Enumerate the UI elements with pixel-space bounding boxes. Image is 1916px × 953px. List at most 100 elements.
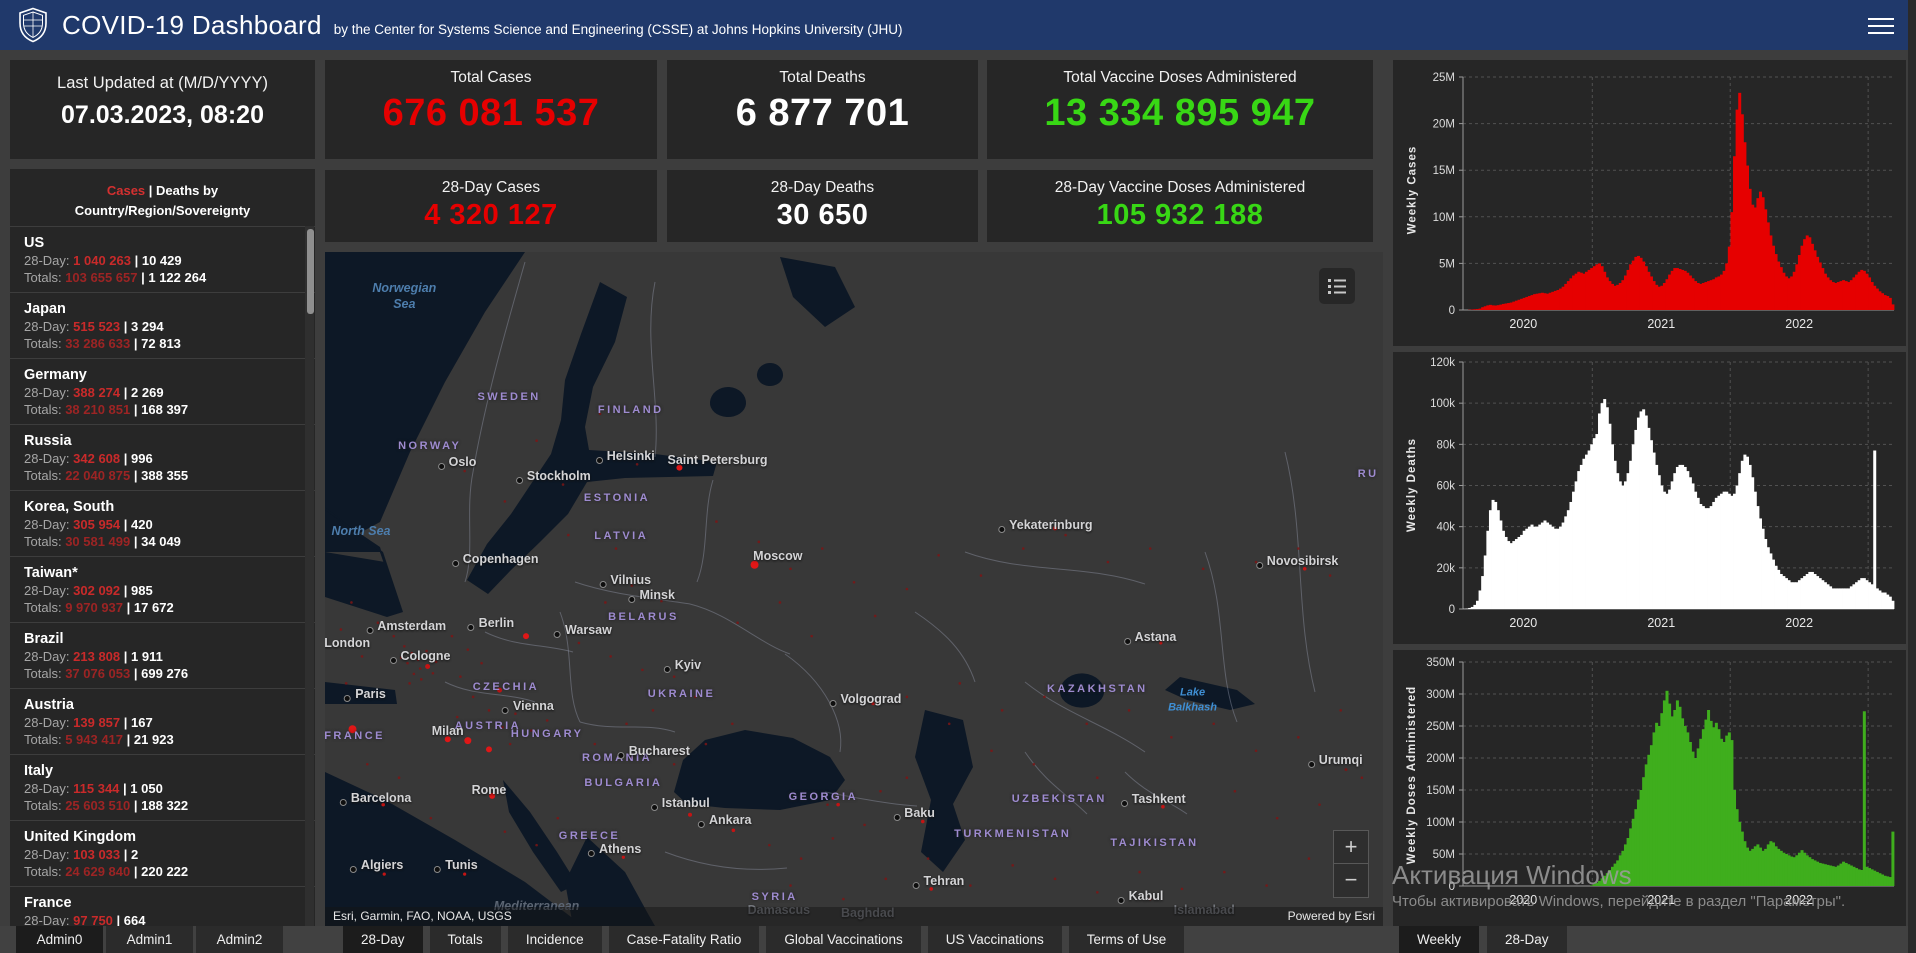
- svg-text:150M: 150M: [1426, 785, 1455, 797]
- tab-incidence[interactable]: Incidence: [507, 926, 602, 953]
- country-row[interactable]: Japan 28-Day: 515 523 | 3 294 Totals: 33 2…: [10, 293, 315, 359]
- map-panel[interactable]: SWEDEN FINLAND NORWAY ESTONIA LATVIA BELARUS U…: [325, 252, 1383, 926]
- tab-28-day[interactable]: 28-Day: [1487, 926, 1567, 953]
- country-name: France: [24, 895, 72, 911]
- legend-icon[interactable]: [1319, 268, 1355, 304]
- country-row[interactable]: Italy 28-Day: 115 344 | 1 050 Totals: 25 6…: [10, 755, 315, 821]
- map-sea-label: Lake Balkhash: [1168, 686, 1218, 714]
- case-marker-dot: [429, 816, 433, 820]
- case-marker-dot: [497, 687, 503, 693]
- map-city-label: Saint Petersburg: [667, 453, 768, 468]
- city-dot: [893, 813, 901, 821]
- country-row[interactable]: Brazil 28-Day: 213 808 | 1 911 Totals: 37 …: [10, 623, 315, 689]
- map-city-label: Tunis: [434, 858, 478, 874]
- case-marker-dot: [863, 823, 866, 827]
- tab-admin1[interactable]: Admin1: [106, 926, 193, 953]
- country-row[interactable]: United Kingdom 28-Day: 103 033 | 2 Totals:…: [10, 821, 315, 887]
- city-dot: [554, 631, 562, 639]
- country-row[interactable]: Germany 28-Day: 388 274 | 2 269 Totals: 38…: [10, 359, 315, 425]
- last-updated-card: Last Updated at (M/D/YYYY) 07.03.2023, 0…: [10, 60, 315, 159]
- weekly-doses-plot: 0 50M 100M 150M 200M 250M 300M 350M 2020 2021 2022: [1426, 657, 1895, 907]
- country-name: Germany: [24, 367, 87, 383]
- svg-text:15M: 15M: [1433, 165, 1455, 177]
- case-marker-dot: [609, 655, 612, 658]
- country-row[interactable]: US 28-Day: 1 040 263 | 10 429 Totals: 103 …: [10, 227, 315, 293]
- list-scrollbar-thumb[interactable]: [307, 229, 314, 314]
- list-scrollbar-track[interactable]: [305, 226, 314, 926]
- tab-us-vaccinations[interactable]: US Vaccinations: [927, 926, 1062, 953]
- tab-terms-of-use[interactable]: Terms of Use: [1068, 926, 1185, 953]
- last-updated-label: Last Updated at (M/D/YYYY): [57, 74, 268, 92]
- case-marker-dot: [1170, 735, 1173, 739]
- country-28day-line: 28-Day: 97 750 | 664: [24, 913, 146, 926]
- tab-case-fatality-ratio[interactable]: Case-Fatality Ratio: [608, 926, 760, 953]
- powered-by-esri: Powered by Esri: [1287, 909, 1375, 923]
- tab-admin0[interactable]: Admin0: [16, 926, 103, 953]
- country-28day-line: 28-Day: 115 344 | 1 050: [24, 781, 163, 796]
- svg-text:300M: 300M: [1426, 689, 1455, 701]
- country-name: Italy: [24, 763, 54, 779]
- map-country-label: TURKMENISTAN: [954, 828, 1072, 841]
- tab-totals[interactable]: Totals: [429, 926, 501, 953]
- map-city-label: Kyiv: [663, 658, 701, 674]
- map-zoom-in-button[interactable]: +: [1333, 830, 1369, 864]
- map-zoom-out-button[interactable]: −: [1333, 864, 1369, 898]
- tab-admin2[interactable]: Admin2: [196, 926, 283, 953]
- country-name: Taiwan*: [24, 565, 78, 581]
- svg-text:2022: 2022: [1785, 616, 1813, 630]
- case-marker-dot: [704, 742, 708, 746]
- map-country-label: AUSTRIA: [454, 719, 522, 732]
- map-sea-label: North Sea: [331, 523, 391, 538]
- case-marker-dot: [1096, 891, 1099, 894]
- city-dot: [650, 804, 658, 812]
- stat-card: Total Deaths 6 877 701: [667, 60, 978, 159]
- stat-label: Total Cases: [450, 69, 532, 86]
- city-dot: [515, 476, 523, 484]
- country-row[interactable]: Russia 28-Day: 342 608 | 996 Totals: 22 04…: [10, 425, 315, 491]
- case-marker-dot: [419, 678, 423, 681]
- map-city-label: Volgograd: [829, 692, 901, 707]
- world-map[interactable]: [325, 252, 1383, 926]
- case-marker-dot: [731, 722, 734, 726]
- map-city-label: Barcelona: [339, 791, 411, 806]
- tab-28-day[interactable]: 28-Day: [343, 926, 423, 953]
- tab-global-vaccinations[interactable]: Global Vaccinations: [766, 926, 921, 953]
- country-row[interactable]: Taiwan* 28-Day: 302 092 | 985 Totals: 9 97…: [10, 557, 315, 623]
- case-marker-dot: [1223, 870, 1226, 874]
- menu-icon[interactable]: [1868, 13, 1894, 35]
- page-subtitle: by the Center for Systems Science and En…: [333, 21, 903, 37]
- map-country-label: NORWAY: [398, 440, 462, 453]
- map-country-label: KAZAKHSTAN: [1047, 682, 1148, 695]
- country-totals-line: Totals: 25 603 510 | 188 322: [24, 798, 189, 813]
- case-marker-dot: [1254, 749, 1258, 753]
- case-marker-dot: [392, 634, 396, 638]
- case-marker-dot: [1233, 789, 1237, 793]
- case-marker-dot: [444, 736, 451, 743]
- case-marker-dot: [789, 567, 792, 571]
- city-dot: [451, 559, 459, 567]
- svg-text:0: 0: [1449, 881, 1455, 893]
- tab-weekly[interactable]: Weekly: [1399, 926, 1480, 953]
- city-dot: [434, 866, 442, 874]
- stat-card: Total Cases 676 081 537: [325, 60, 657, 159]
- country-row[interactable]: Austria 28-Day: 139 857 | 167 Totals: 5 94…: [10, 689, 315, 755]
- case-marker-dot: [561, 483, 565, 486]
- cases-label: Cases: [106, 183, 146, 198]
- city-dot: [595, 457, 603, 465]
- country-totals-line: Totals: 24 629 840 | 220 222: [24, 864, 189, 879]
- map-city-label: Athens: [587, 842, 641, 858]
- country-row[interactable]: Korea, South 28-Day: 305 954 | 420 Totals:…: [10, 491, 315, 557]
- case-marker-dot: [1339, 709, 1342, 712]
- case-marker-dot: [530, 729, 533, 732]
- map-country-label: SYRIA: [751, 891, 798, 904]
- stat-label: 28-Day Cases: [441, 179, 541, 196]
- stat-value: 30 650: [776, 199, 869, 231]
- map-city-label: Tehran: [912, 874, 964, 889]
- case-marker-dot: [905, 776, 909, 780]
- map-sea-label: Mediterranean: [493, 898, 580, 913]
- case-marker-dot: [503, 500, 507, 503]
- case-marker-dot: [348, 725, 357, 734]
- case-marker-dot: [635, 463, 639, 466]
- case-marker-dot: [489, 792, 496, 799]
